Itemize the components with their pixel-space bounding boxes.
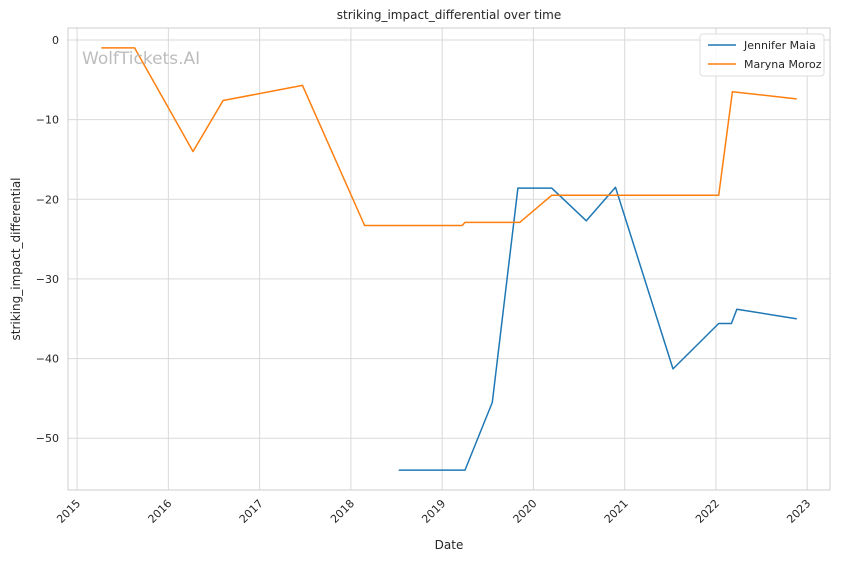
watermark: WolfTickets.AI — [82, 49, 200, 69]
legend: Jennifer Maia Maryna Moroz — [699, 33, 825, 77]
legend-label: Maryna Moroz — [744, 58, 822, 71]
y-axis-ticks: 0 −10 −20 −30 −40 −50 — [36, 34, 59, 445]
legend-label: Jennifer Maia — [743, 39, 816, 52]
y-tick-label: −40 — [36, 353, 59, 366]
series-layer — [101, 47, 797, 471]
y-tick-label: −30 — [36, 273, 59, 286]
series-line-1 — [398, 186, 797, 471]
y-tick-label: 0 — [52, 34, 59, 47]
plot-frame — [67, 27, 831, 491]
y-tick-label: −20 — [36, 193, 59, 206]
series-line-2 — [101, 47, 797, 227]
y-axis-title: striking_impact_differential — [9, 177, 23, 340]
x-axis-title: Date — [435, 538, 464, 552]
y-tick-label: −10 — [36, 114, 59, 127]
chart-title: striking_impact_differential over time — [337, 8, 562, 22]
y-tick-label: −50 — [36, 432, 59, 445]
